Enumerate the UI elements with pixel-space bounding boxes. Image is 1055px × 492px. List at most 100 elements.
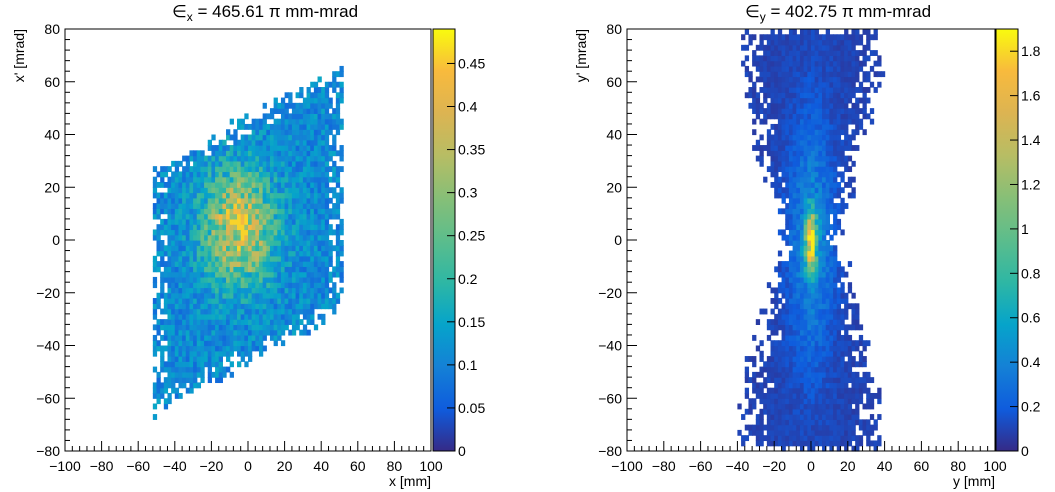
heatmap-cell — [792, 60, 797, 67]
chart-title-x: ∈x = 465.61 π mm-mrad — [172, 2, 358, 24]
heatmap-cell — [262, 218, 267, 225]
heatmap-cell — [799, 234, 805, 241]
heatmap-cell — [240, 208, 245, 215]
heatmap-cell — [777, 176, 783, 183]
heatmap-cell — [748, 39, 753, 46]
heatmap-cell — [244, 139, 249, 146]
heatmap-cell — [811, 171, 816, 178]
heatmap-cell — [851, 102, 856, 109]
heatmap-cell — [792, 50, 797, 56]
heatmap-cell — [313, 150, 319, 157]
heatmap-cell — [182, 377, 187, 384]
heatmap-cell — [339, 166, 344, 173]
heatmap-cell — [248, 313, 253, 320]
heatmap-cell — [196, 361, 202, 368]
heatmap-cell — [799, 429, 805, 436]
heatmap-cell — [211, 345, 216, 352]
colorbar-tick-label: 0.15 — [458, 314, 485, 330]
heatmap-cell — [178, 197, 183, 204]
heatmap-cell — [310, 192, 315, 199]
heatmap-cell — [160, 387, 165, 394]
heatmap-cell — [840, 76, 845, 83]
heatmap-cell — [799, 213, 805, 220]
heatmap-cell — [152, 192, 158, 199]
heatmap-cell — [215, 334, 220, 341]
heatmap-cell — [822, 155, 827, 162]
heatmap-cell — [291, 113, 297, 120]
heatmap-cell — [818, 419, 823, 426]
heatmap-cell — [248, 303, 253, 310]
heatmap-cell — [748, 34, 753, 41]
heatmap-cell — [280, 197, 286, 204]
heatmap-cell — [324, 81, 330, 88]
heatmap-cell — [156, 371, 161, 378]
heatmap-cell — [163, 181, 169, 188]
heatmap-cell — [811, 29, 816, 35]
heatmap-cell — [310, 97, 315, 104]
heatmap-cell — [788, 240, 794, 246]
heatmap-cell — [185, 371, 191, 378]
heatmap-cell — [299, 303, 304, 310]
heatmap-cell — [185, 366, 191, 373]
heatmap-cell — [229, 176, 234, 183]
heatmap-cell — [788, 276, 794, 283]
heatmap-cell — [877, 398, 882, 405]
heatmap-cell — [269, 292, 275, 299]
heatmap-cell — [766, 50, 772, 56]
heatmap-cell — [759, 65, 764, 72]
heatmap-cell — [822, 60, 827, 67]
heatmap-cell — [189, 271, 194, 278]
heatmap-cell — [781, 160, 786, 167]
heatmap-cell — [302, 129, 308, 136]
heatmap-cell — [204, 166, 209, 173]
heatmap-cell — [163, 218, 169, 225]
heatmap-cell — [836, 271, 842, 278]
heatmap-cell — [844, 145, 849, 151]
heatmap-cell — [313, 145, 319, 151]
heatmap-cell — [777, 387, 783, 394]
heatmap-cell — [269, 245, 275, 252]
heatmap-cell — [299, 261, 304, 267]
heatmap-cell — [237, 308, 242, 315]
heatmap-cell — [770, 65, 775, 72]
heatmap-cell — [178, 255, 183, 262]
heatmap-cell — [189, 166, 194, 173]
heatmap-cell — [822, 435, 827, 442]
heatmap-cell — [317, 97, 322, 104]
heatmap-cell — [844, 118, 849, 125]
heatmap-cell — [204, 155, 209, 162]
heatmap-cell — [204, 292, 209, 299]
heatmap-cell — [317, 282, 322, 289]
heatmap-cell — [836, 102, 842, 109]
heatmap-cell — [818, 324, 823, 331]
heatmap-cell — [324, 176, 330, 183]
heatmap-cell — [833, 208, 838, 215]
heatmap-cell — [818, 71, 823, 78]
heatmap-cell — [796, 192, 801, 199]
heatmap-cell — [752, 97, 757, 104]
heatmap-cell — [829, 44, 834, 51]
heatmap-cell — [796, 266, 801, 273]
heatmap-cell — [324, 240, 330, 246]
heatmap-cell — [818, 213, 823, 220]
heatmap-cell — [273, 287, 278, 294]
heatmap-cell — [248, 271, 253, 278]
heatmap-cell — [258, 245, 264, 252]
heatmap-cell — [774, 403, 779, 410]
heatmap-cell — [807, 134, 812, 141]
heatmap-cell — [803, 208, 808, 215]
heatmap-cell — [807, 181, 812, 188]
heatmap-cell — [280, 218, 286, 225]
heatmap-cell — [833, 398, 838, 405]
heatmap-cell — [774, 435, 779, 442]
heatmap-cell — [207, 287, 212, 294]
heatmap-cell — [777, 392, 783, 399]
colorbar-tick-label: 0.4 — [458, 99, 478, 115]
heatmap-cell — [207, 229, 212, 236]
heatmap-cell — [851, 60, 856, 67]
heatmap-cell — [833, 276, 838, 283]
heatmap-cell — [171, 387, 176, 394]
heatmap-cell — [244, 166, 249, 173]
heatmap-cell — [313, 87, 319, 93]
heatmap-cell — [796, 187, 801, 194]
